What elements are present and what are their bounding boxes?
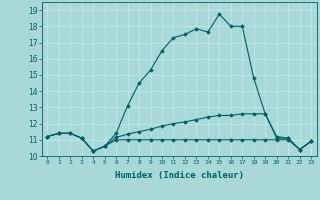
X-axis label: Humidex (Indice chaleur): Humidex (Indice chaleur) [115,171,244,180]
